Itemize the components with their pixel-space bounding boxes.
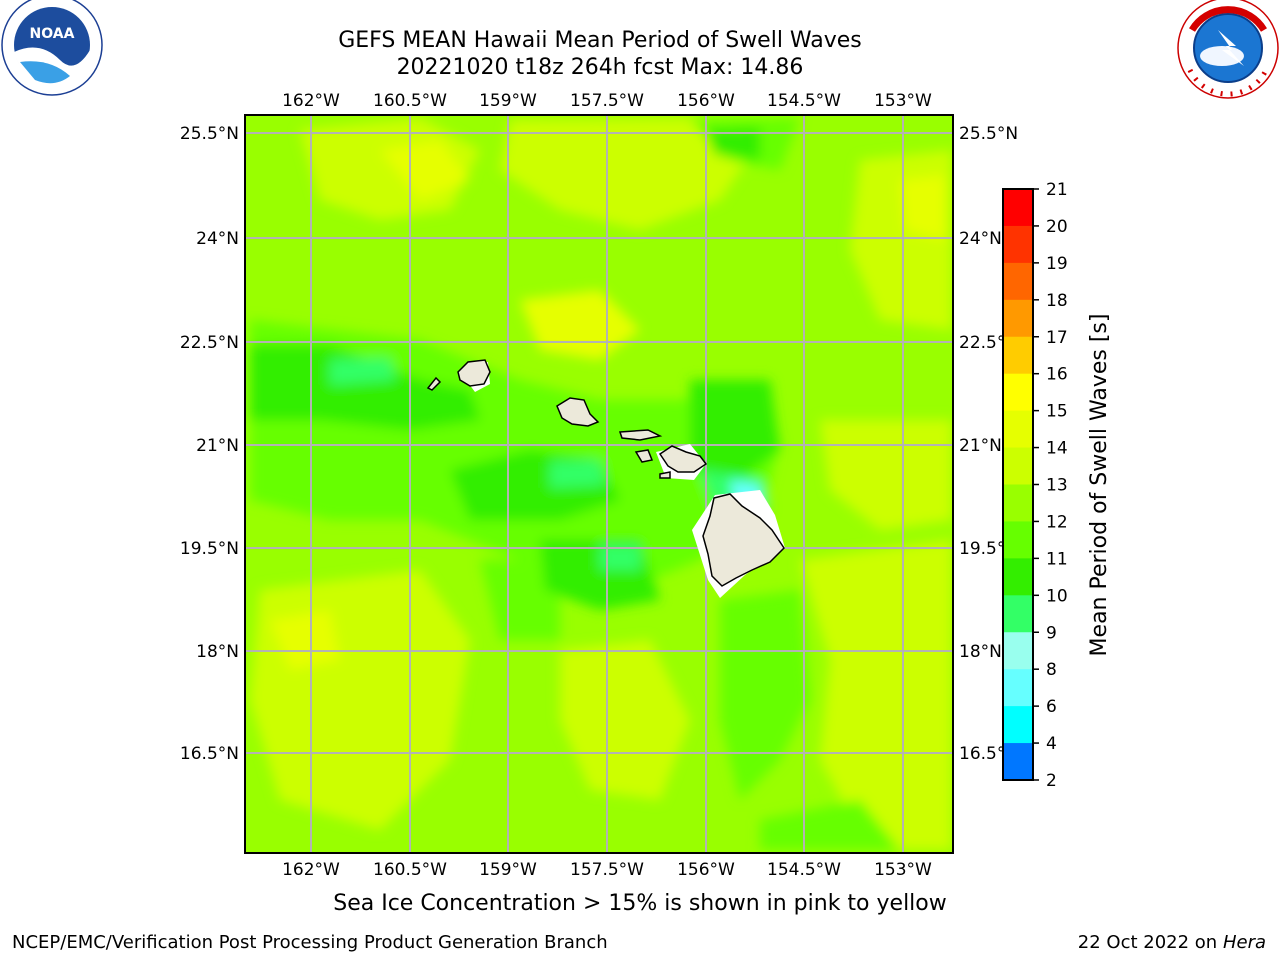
lon-tick-label: 157.5°W (570, 91, 644, 111)
colorbar-tick-label: 21 (1046, 180, 1068, 200)
lon-tick-label: 153°W (874, 860, 932, 880)
lon-tick-label: 156°W (677, 860, 735, 880)
lat-tick-label: 18°N (196, 642, 239, 662)
lat-tick-label: 16.5°N (180, 744, 239, 764)
lon-tick-label: 154.5°W (767, 860, 841, 880)
lon-tick-label: 159°W (479, 860, 537, 880)
chart-title-line1: GEFS MEAN Hawaii Mean Period of Swell Wa… (338, 28, 862, 53)
lon-tick-label: 154.5°W (767, 91, 841, 111)
noaa-logo-text: NOAA (30, 26, 75, 42)
lat-labels-right: 25.5°N 24°N 22.5°N 21°N 19.5°N 18°N 16.5… (959, 124, 1018, 764)
footer-date: 22 Oct 2022 on (1077, 932, 1223, 953)
molokai-island (618, 429, 663, 441)
lat-tick-label: 25.5°N (959, 124, 1018, 144)
nws-logo (1177, 0, 1279, 99)
colorbar-band (1003, 336, 1033, 375)
colorbar-tick-label: 20 (1046, 217, 1068, 237)
colorbar-ticks: 21 20 19 18 17 16 15 14 13 12 11 10 9 8 6 4 2 (1033, 180, 1068, 791)
colorbar-band (1003, 447, 1033, 485)
lat-tick-label: 25.5°N (180, 124, 239, 144)
lon-tick-label: 153°W (874, 91, 932, 111)
sea-ice-note: Sea Ice Concentration > 15% is shown in … (0, 891, 1280, 916)
lon-tick-label: 162°W (282, 91, 340, 111)
colorbar-tick-label: 2 (1046, 771, 1057, 791)
footer-left: NCEP/EMC/Verification Post Processing Pr… (12, 932, 608, 953)
colorbar-band (1003, 595, 1033, 633)
oahu-island (556, 397, 600, 427)
colorbar-bands (1003, 189, 1033, 781)
colorbar-tick-label: 12 (1046, 512, 1068, 532)
colorbar-band (1003, 373, 1033, 412)
colorbar-band (1003, 299, 1033, 338)
colorbar-band (1003, 225, 1033, 264)
colorbar-band (1003, 669, 1033, 707)
lon-tick-label: 157.5°W (570, 860, 644, 880)
colorbar-band (1003, 558, 1033, 596)
lat-tick-label: 19.5°N (180, 539, 239, 559)
colorbar-band (1003, 262, 1033, 301)
lanai-island (634, 449, 654, 463)
colorbar-band (1003, 632, 1033, 670)
lon-labels-bottom: 162°W 160.5°W 159°W 157.5°W 156°W 154.5°… (282, 860, 932, 880)
kahoolawe-island (659, 471, 671, 479)
colorbar-tick-label: 15 (1046, 402, 1068, 422)
hawaiian-islands (426, 359, 785, 598)
lat-tick-label: 22.5°N (180, 333, 239, 353)
colorbar-label: Mean Period of Swell Waves [s] (1087, 314, 1112, 657)
footer-host: Hera (1222, 932, 1266, 953)
lon-labels-top: 162°W 160.5°W 159°W 157.5°W 156°W 154.5°… (282, 91, 932, 111)
maui-island (658, 445, 708, 473)
lon-tick-label: 160.5°W (373, 91, 447, 111)
colorbar-tick-label: 18 (1046, 291, 1068, 311)
lat-tick-label: 24°N (959, 229, 1002, 249)
colorbar-tick-label: 10 (1046, 586, 1068, 606)
lat-tick-label: 18°N (959, 642, 1002, 662)
colorbar-band (1003, 410, 1033, 449)
noaa-logo: NOAA (1, 0, 103, 96)
lat-tick-label: 24°N (196, 229, 239, 249)
colorbar-band (1003, 521, 1033, 559)
footer-right: 22 Oct 2022 on Hera (1078, 932, 1266, 953)
swell-field (245, 115, 953, 853)
kauai-island (457, 359, 491, 387)
colorbar-tick-label: 19 (1046, 254, 1068, 274)
niihau-island (426, 376, 442, 391)
sea-ice-note-text: Sea Ice Concentration > 15% is shown in … (333, 891, 947, 916)
colorbar-tick-label: 11 (1046, 549, 1068, 569)
lon-tick-label: 162°W (282, 860, 340, 880)
hawaii-big-island (702, 493, 785, 587)
colorbar-tick-label: 4 (1046, 734, 1057, 754)
colorbar-tick-label: 17 (1046, 328, 1068, 348)
colorbar-band (1003, 706, 1033, 744)
chart-title-line2: 20221020 t18z 264h fcst Max: 14.86 (396, 55, 804, 80)
colorbar: 21 20 19 18 17 16 15 14 13 12 11 10 9 8 6 4 2 Mean Perio… (1002, 180, 1112, 791)
lon-tick-label: 159°W (479, 91, 537, 111)
colorbar-tick-label: 6 (1046, 697, 1057, 717)
colorbar-tick-label: 8 (1046, 660, 1057, 680)
lon-tick-label: 156°W (677, 91, 735, 111)
colorbar-band (1003, 743, 1033, 781)
colorbar-tick-label: 13 (1046, 476, 1068, 496)
colorbar-band (1003, 189, 1033, 227)
colorbar-tick-label: 9 (1046, 623, 1057, 643)
colorbar-tick-label: 14 (1046, 439, 1068, 459)
lat-tick-label: 21°N (196, 436, 239, 456)
graticule (245, 115, 953, 853)
colorbar-band (1003, 484, 1033, 522)
lat-tick-label: 21°N (959, 436, 1002, 456)
map-frame (244, 114, 954, 854)
lon-tick-label: 160.5°W (373, 860, 447, 880)
lat-labels-left: 25.5°N 24°N 22.5°N 21°N 19.5°N 18°N 16.5… (180, 124, 239, 764)
colorbar-tick-label: 16 (1046, 365, 1068, 385)
